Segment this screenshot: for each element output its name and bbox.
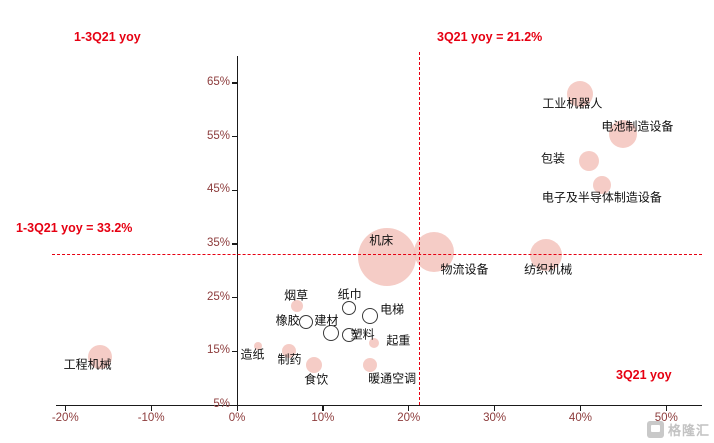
point-label-起重: 起重: [386, 333, 411, 348]
point-label-机床: 机床: [369, 233, 394, 248]
x-tick-label: -10%: [137, 412, 165, 424]
bubble-塑料: [341, 328, 356, 343]
x-tick-mark: [494, 406, 496, 411]
point-label-暖通空调: 暖通空调: [368, 371, 417, 386]
watermark-logo-icon: [646, 421, 664, 438]
vertical-reference-label: 3Q21 yoy = 21.2%: [437, 30, 543, 44]
bubble-电梯: [362, 308, 379, 325]
bubble-食饮: [306, 356, 323, 373]
y-tick-label: 5%: [213, 398, 230, 410]
vertical-reference-line: [419, 52, 421, 405]
point-label-造纸: 造纸: [240, 347, 265, 362]
y-tick-label: 35%: [206, 236, 230, 249]
bubble-机床: [358, 228, 417, 287]
bubble-电子及半导体制造设备: [592, 175, 611, 194]
y-axis-line: [237, 56, 239, 406]
y-tick-label: 15%: [206, 344, 230, 357]
y-tick-mark: [232, 189, 237, 191]
x-tick-mark: [408, 406, 410, 411]
point-label-纸巾: 纸巾: [337, 287, 362, 302]
bubble-工程机械: [87, 344, 112, 369]
x-tick-label: 0%: [228, 412, 246, 424]
x-tick-label: 40%: [568, 412, 592, 424]
y-tick-label: 55%: [206, 129, 230, 142]
bubble-电池制造设备: [609, 119, 638, 148]
bubble-橡胶: [298, 314, 313, 329]
x-tick-mark: [579, 406, 582, 411]
bubble-起重: [369, 338, 380, 349]
x-tick-label: 10%: [311, 412, 335, 424]
point-label-包装: 包装: [541, 151, 566, 166]
x-axis-title: 3Q21 yoy: [616, 368, 672, 382]
bubble-物流设备: [414, 232, 455, 273]
horizontal-reference-line: [52, 253, 702, 255]
x-tick-mark: [150, 406, 152, 411]
y-tick-mark: [232, 404, 237, 406]
point-label-塑料: 塑料: [350, 327, 375, 342]
bubble-制药: [281, 344, 296, 359]
bubble-纺织机械: [530, 238, 563, 271]
point-label-橡胶: 橡胶: [275, 313, 300, 328]
bubble-包装: [579, 150, 600, 171]
y-tick-label: 25%: [206, 290, 230, 303]
bubble-造纸: [254, 341, 263, 350]
y-tick-mark: [232, 350, 237, 353]
point-label-物流设备: 物流设备: [440, 262, 489, 277]
y-tick-mark: [232, 82, 237, 84]
x-tick-mark: [64, 406, 66, 411]
x-tick-label: -20%: [51, 412, 79, 424]
watermark-text: 格隆汇: [667, 423, 710, 438]
point-label-工程机械: 工程机械: [63, 357, 112, 372]
horizontal-reference-label: 1-3Q21 yoy = 33.2%: [16, 221, 133, 235]
x-axis-line: [56, 405, 702, 407]
y-tick-mark: [232, 136, 237, 138]
x-tick-label: 20%: [397, 412, 421, 424]
bubble-工业机器人: [567, 80, 594, 107]
bubble-建材: [323, 324, 340, 341]
y-axis-title: 1-3Q21 yoy: [74, 30, 141, 44]
x-tick-mark: [236, 406, 238, 411]
x-tick-mark: [665, 406, 667, 411]
point-label-建材: 建材: [314, 313, 339, 328]
point-label-食饮: 食饮: [304, 372, 329, 387]
point-label-制药: 制药: [277, 352, 302, 367]
point-label-工业机器人: 工业机器人: [542, 96, 603, 111]
y-tick-label: 65%: [206, 75, 230, 88]
bubble-暖通空调: [363, 357, 378, 372]
y-tick-label: 45%: [206, 183, 230, 196]
point-label-电池制造设备: 电池制造设备: [601, 119, 674, 134]
point-label-烟草: 烟草: [284, 288, 309, 303]
point-label-纺织机械: 纺织机械: [524, 262, 573, 277]
x-tick-label: 30%: [483, 412, 507, 424]
x-tick-mark: [322, 406, 324, 411]
watermark: 格隆汇: [646, 420, 710, 439]
y-tick-mark: [232, 243, 237, 245]
point-label-电梯: 电梯: [380, 302, 405, 317]
point-label-电子及半导体制造设备: 电子及半导体制造设备: [541, 190, 662, 205]
bubble-纸巾: [341, 301, 356, 316]
bubble-烟草: [291, 299, 304, 312]
y-tick-mark: [232, 297, 237, 299]
